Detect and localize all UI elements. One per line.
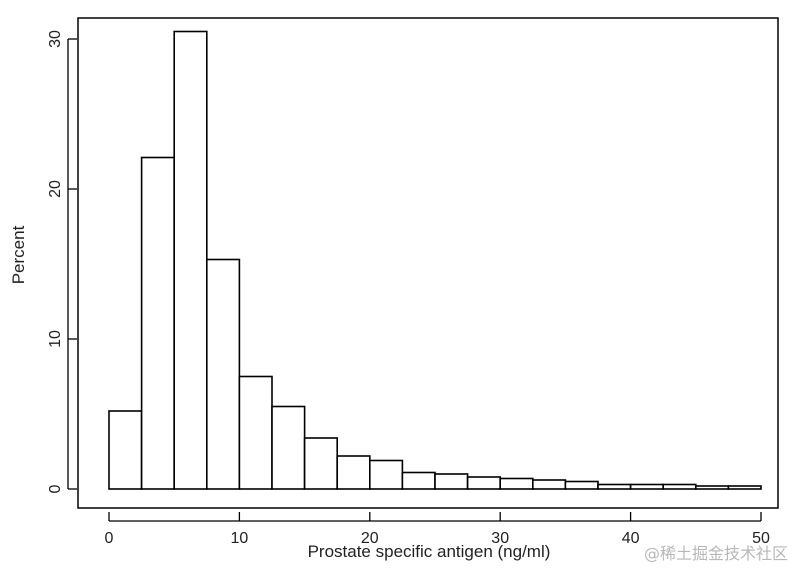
histogram-bar <box>531 479 567 490</box>
y-tick-label: 30 <box>47 30 64 48</box>
y-tick-label: 20 <box>47 180 64 198</box>
x-tick-label: 30 <box>491 530 509 547</box>
histogram-bar <box>238 375 273 490</box>
histogram-bar <box>368 459 404 490</box>
plot-frame <box>77 17 779 509</box>
histogram-bar <box>401 471 436 490</box>
x-axis: 0 10 20 30 40 50 <box>105 512 770 547</box>
y-axis: 0 10 20 30 <box>47 30 77 493</box>
x-tick-label: 20 <box>361 530 379 547</box>
histogram-bar <box>108 410 143 490</box>
histogram-bar <box>140 156 176 490</box>
histogram-bar <box>694 485 730 490</box>
x-axis-label: Prostate specific antigen (ng/ml) <box>308 542 551 561</box>
histogram-bar <box>434 473 469 490</box>
histogram-bar <box>564 480 599 490</box>
x-tick-label: 0 <box>105 530 114 547</box>
histogram-bar <box>303 437 339 490</box>
histogram-bar <box>597 483 632 490</box>
x-tick-label: 40 <box>622 530 640 547</box>
histogram-bar <box>173 30 208 490</box>
y-axis-label: Percent <box>9 225 28 284</box>
histogram-bar <box>662 483 697 490</box>
histogram-bar <box>271 405 306 490</box>
histogram-bar <box>727 485 762 490</box>
x-tick-label: 50 <box>752 530 770 547</box>
histogram-bar <box>466 476 502 490</box>
histogram-bar <box>336 455 371 490</box>
x-tick-label: 10 <box>231 530 249 547</box>
y-tick-label: 10 <box>47 330 64 348</box>
bars-group <box>108 30 762 490</box>
histogram-bar <box>629 483 664 490</box>
histogram-bar <box>499 477 534 490</box>
watermark-text: @稀土掘金技术社区 <box>643 544 788 563</box>
y-tick-label: 0 <box>47 484 64 493</box>
histogram-bar <box>206 258 241 490</box>
